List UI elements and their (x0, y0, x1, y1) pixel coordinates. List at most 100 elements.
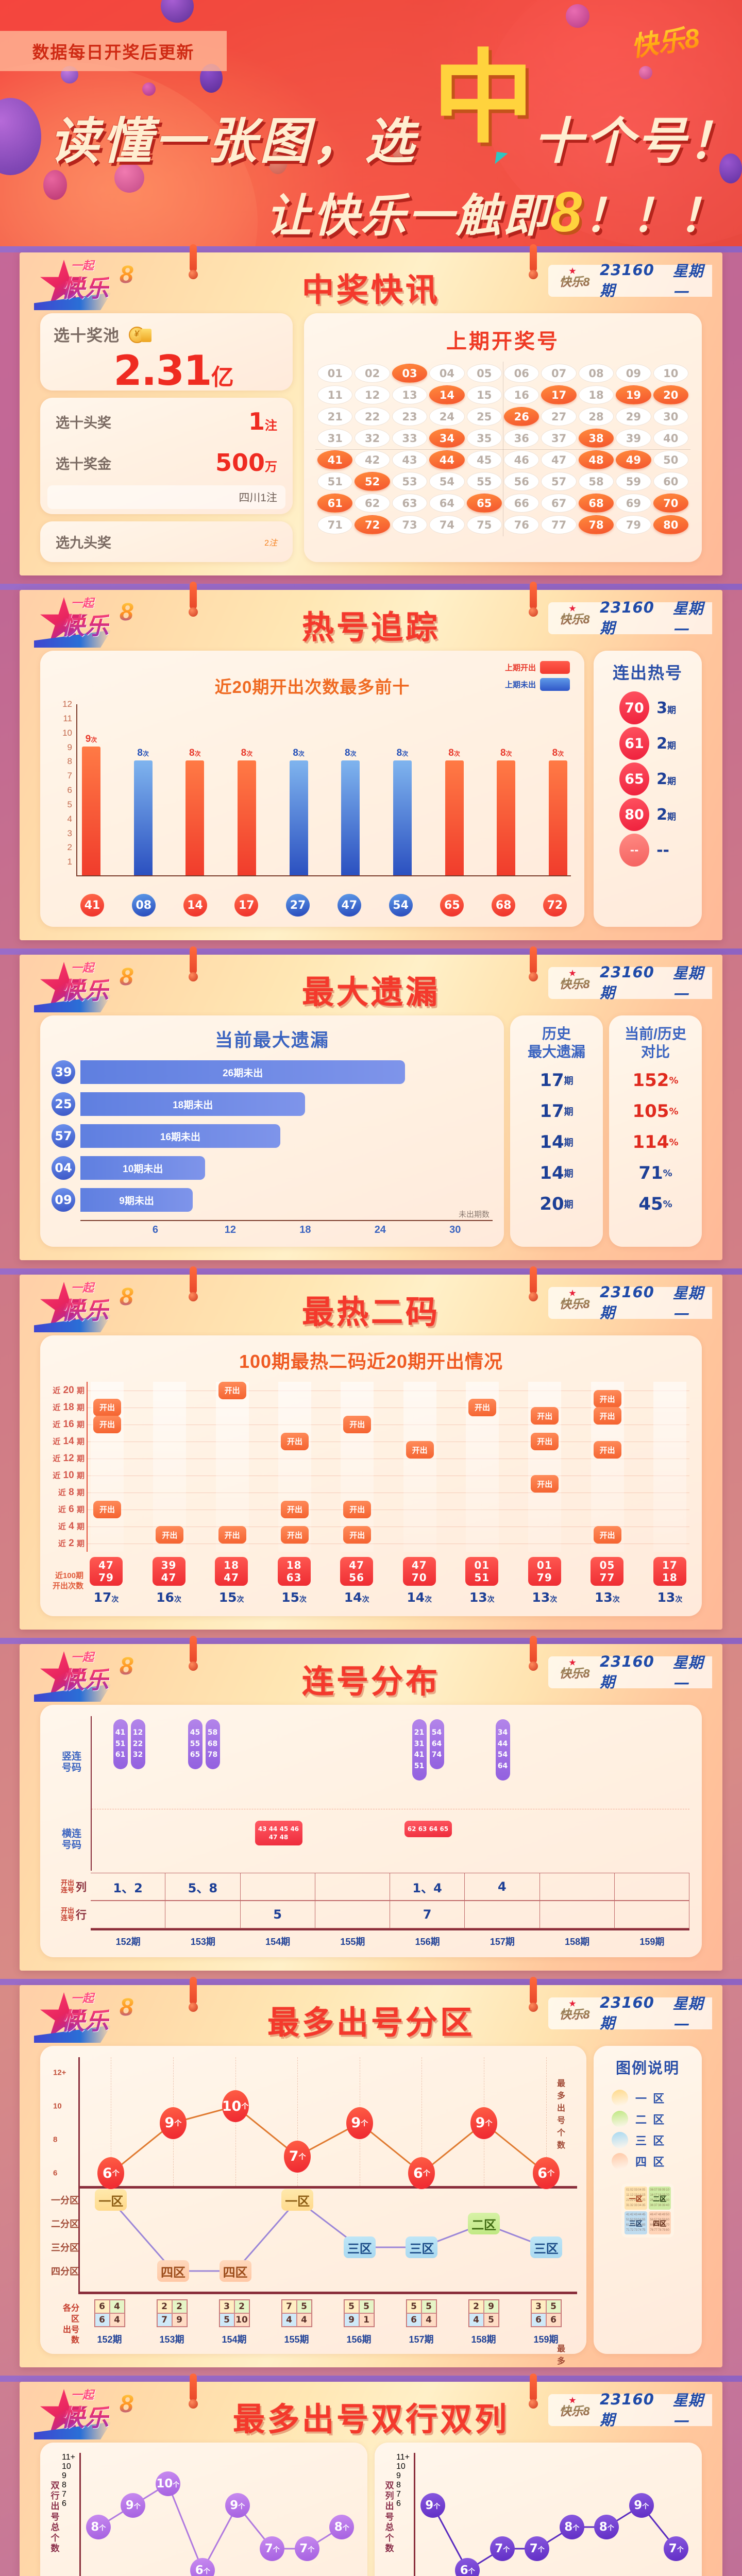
ratio-number: 45 (638, 1194, 663, 1214)
zone-legend-title: 图例说明 (615, 2060, 680, 2077)
dual-point-unit: 个 (238, 2502, 245, 2511)
zone-map-number: 41 (626, 2213, 630, 2216)
pairs-y-value: 8 (65, 1486, 77, 1498)
coin-icon (128, 326, 153, 344)
pairs-y-tick: 近 10 期 (53, 1470, 85, 1481)
history-missing-unit: 期 (564, 1199, 574, 1210)
lottery-ball: 56 (504, 472, 539, 491)
chip-number: 41 (115, 1728, 126, 1737)
zone-row-label: 一分区 (51, 2195, 79, 2206)
prize9-card: 选九头奖 2注 (40, 521, 293, 562)
bar-value-label: 8次 (448, 748, 460, 759)
brand-star-top: 一起 (71, 1992, 94, 2005)
kl8-badge-text: 快乐8 (555, 607, 594, 630)
dual-y-tick: 8 (62, 2481, 66, 2489)
chart-connector-line (432, 2504, 677, 2572)
legend-label: 上期未出 (504, 681, 536, 689)
pair-count-unit: 次 (174, 1596, 181, 1604)
brand-star-main: 快乐 (61, 2003, 109, 2037)
lottery-ball: 72 (355, 515, 390, 534)
cols-out-row: 1、2 5、8 1、4 4 (91, 1873, 689, 1901)
bar-value-label: 9次 (86, 734, 97, 745)
zone-chip: 四区 (157, 2260, 189, 2282)
cols-out-cell (614, 1873, 689, 1901)
zone-y-tick: 6 (53, 2168, 58, 2178)
section-divider-strip (0, 948, 742, 955)
period-label: 152期 (97, 2334, 122, 2345)
lottery-ball: 60 (653, 472, 688, 491)
pairs-footer-cell: 47 56 14次 (340, 1557, 374, 1605)
lottery-ball: 09 (616, 364, 651, 383)
dual-y-tick: 10 (396, 2462, 406, 2471)
missing-ball: 04 (52, 1156, 75, 1180)
chip-number: 74 (431, 1751, 442, 1759)
quad-number: 5 (219, 2313, 234, 2327)
kl8-badge-text: 快乐8 (555, 1661, 594, 1684)
hanger-icon (189, 582, 198, 617)
chip-number: 44 (497, 1739, 508, 1748)
cols-out-cell: 5、8 (165, 1873, 241, 1901)
issue-badge: 快乐8 23160期 星期一 (548, 261, 712, 301)
bar-value: 8 (500, 748, 506, 759)
pairs-y-suffix: 期 (76, 1539, 85, 1548)
quad-cell: 3 5 6 6 159期 (515, 2299, 577, 2346)
pair-count-value: 14 (344, 1590, 362, 1605)
zone-map-number: 44 (638, 2213, 642, 2216)
history-missing-number: 17 (539, 1070, 564, 1091)
issue-weekday: 星期一 (672, 262, 704, 301)
zone-legend-label: 二 区 (635, 2113, 666, 2126)
dual-point-value: 8 (91, 2520, 99, 2534)
chip-number: 68 (207, 1739, 218, 1748)
decor-bubble (114, 163, 144, 193)
chip-number: 34 (497, 1728, 508, 1737)
dual-point-value: 7 (668, 2542, 677, 2555)
chip-number: 51 (414, 1762, 425, 1771)
ratio-cell: 105% (632, 1096, 678, 1127)
y-axis-line (76, 704, 77, 876)
hot-number-row: 65 2期 (619, 762, 676, 795)
brand-star-logo: 一起 快乐 8 (31, 256, 175, 312)
bar-value: 8 (552, 748, 558, 759)
zone-line-chart: 最多出号个数 12+ 10 8 6 6 个 9 个 10 个 7 个 9 个 6 个 9 个 6 个 (53, 2057, 577, 2189)
period-label: 154期 (222, 2334, 247, 2345)
lottery-ball: 39 (616, 429, 651, 448)
zone-point-value: 6 (413, 2165, 423, 2181)
pairs-column: 开出 开出 (215, 1381, 249, 1552)
section-header: 一起 快乐 8 最多出号分区 快乐8 23160期 星期一 (20, 1985, 722, 2046)
lottery-ball: 21 (317, 407, 353, 426)
missing-track: 26期未出 (80, 1060, 493, 1084)
zone-legend-swatch (612, 2111, 628, 2127)
issue-number: 23160期 (600, 963, 654, 1002)
issue-badge: 快乐8 23160期 星期一 (548, 1283, 712, 1324)
quad-box: 3 2 5 10 (218, 2299, 250, 2327)
zone-map-tag: 二区 (653, 2195, 667, 2202)
pair-count-value: 13 (532, 1590, 550, 1605)
vertical-chip: 54 64 74 (429, 1719, 444, 1770)
prize-pool-card: 选十奖池 2.31亿 (40, 313, 293, 395)
dual-row-yticks: 11+ 10 9 8 7 6 (62, 2453, 79, 2576)
x-axis-line (76, 875, 571, 876)
update-notice-text: 数据每日开奖后更新 (32, 42, 195, 62)
quad-number: 3 (531, 2300, 546, 2313)
zone-map-number: 75 (642, 2229, 646, 2232)
zone-map-number: 36 (650, 2204, 654, 2207)
consecutive-hot-list: 70 3期 61 2期 65 2期 80 2期 -- -- (619, 689, 676, 869)
period-label: 155期 (340, 1937, 365, 1947)
hot-number-row: 80 2期 (619, 798, 676, 831)
quad-number: 7 (281, 2300, 297, 2313)
section-divider-strip (0, 246, 742, 252)
pair-count: 15次 (278, 1590, 311, 1605)
quad-number: 2 (157, 2300, 172, 2313)
quad-number: 4 (281, 2313, 297, 2327)
bar-category-ball: 65 (440, 894, 464, 917)
bar-value: 8 (241, 748, 247, 759)
consecutive-vertical-cell: 41 51 61 12 22 32 (92, 1716, 166, 1809)
missing-bar: 10期未出 (80, 1156, 206, 1180)
horizontal-label: 横连 号码 (61, 1828, 81, 1851)
